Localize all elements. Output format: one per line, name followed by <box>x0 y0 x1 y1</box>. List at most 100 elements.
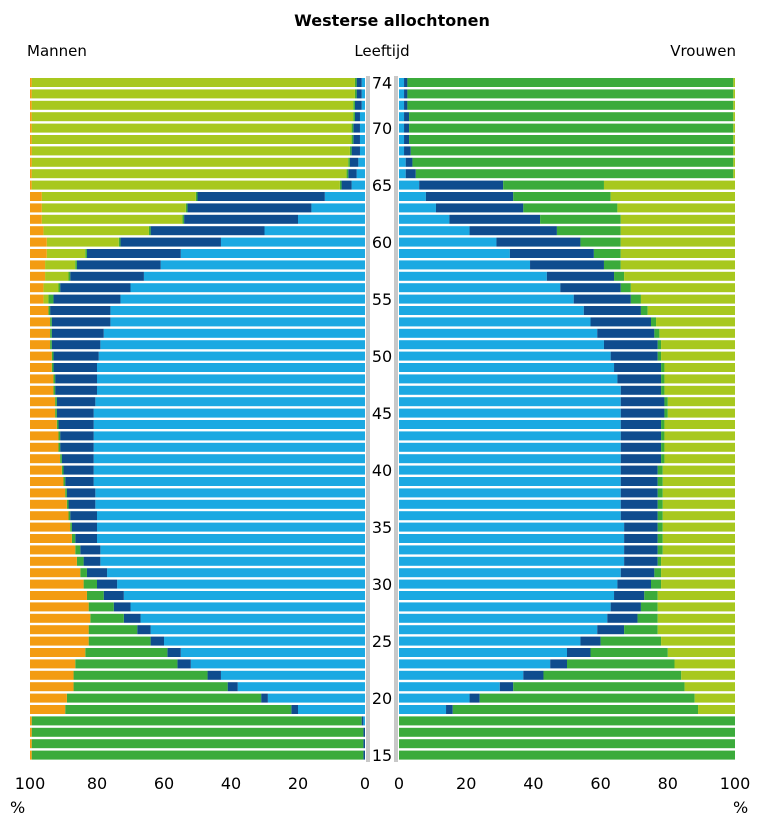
women-bar-age-48-yellow_green <box>664 374 735 384</box>
men-bar-age-50-green <box>51 351 54 361</box>
men-bar-age-60-yellow_green <box>46 237 119 247</box>
men-bar-age-56-yellow_green <box>43 283 59 293</box>
women-bar-age-69-green <box>409 135 734 144</box>
women-bar-age-37-dark_blue <box>620 499 658 509</box>
men-bar-age-15-orange <box>30 750 32 760</box>
women-bar-age-21-light_blue <box>399 682 500 692</box>
women-bar-age-54-dark_blue <box>583 306 641 315</box>
men-bar-age-41-orange <box>30 454 61 464</box>
women-bar-age-48-green <box>661 374 665 384</box>
women-bar-age-26-dark_blue <box>597 625 625 635</box>
men-label: Mannen <box>27 42 87 60</box>
men-bar-age-24-dark_blue <box>167 648 181 657</box>
women-bar-age-33-yellow_green <box>662 545 735 555</box>
men-bar-age-64-light_blue <box>324 192 365 201</box>
age-label-65: 65 <box>372 176 392 195</box>
men-bar-age-71-dark_blue <box>354 112 360 122</box>
men-bar-age-58-green <box>75 260 77 270</box>
women-bar-age-68-yellow_green <box>733 146 735 156</box>
men-bar-age-38-green <box>65 488 67 498</box>
men-bar-age-69-light_blue <box>359 135 365 144</box>
women-bar-age-62-dark_blue <box>449 214 541 224</box>
men-bar-age-51-orange <box>30 340 51 350</box>
women-bar-age-28-yellow_green <box>657 602 735 612</box>
women-bar-age-27-light_blue <box>399 613 608 623</box>
age-label-25: 25 <box>372 632 392 651</box>
men-bar-age-61-orange <box>30 226 44 236</box>
men-bar-age-71-green <box>353 112 355 122</box>
women-bar-age-26-yellow_green <box>657 625 735 635</box>
women-bar-age-74-green <box>407 78 734 87</box>
women-bar-age-69-yellow_green <box>733 135 735 144</box>
women-bar-age-36-dark_blue <box>620 511 658 521</box>
women-bar-age-29-green <box>644 591 658 600</box>
men-bar-age-66-green <box>346 169 349 179</box>
men-bar-age-44-orange <box>30 420 57 429</box>
men-bar-age-48-light_blue <box>97 374 365 384</box>
women-bar-age-34-dark_blue <box>624 534 658 543</box>
men-bar-age-65-orange <box>30 180 32 190</box>
men-bar-age-62-light_blue <box>298 214 365 224</box>
women-bar-age-71-light_blue <box>399 112 405 122</box>
men-bar-age-51-light_blue <box>100 340 365 350</box>
men-bar-age-21-orange <box>30 682 74 692</box>
women-bar-age-57-light_blue <box>399 271 547 281</box>
men-bar-age-72-yellow_green <box>31 100 354 110</box>
men-bar-age-71-orange <box>30 112 32 122</box>
women-bar-age-65-green <box>503 180 604 190</box>
women-bar-age-35-dark_blue <box>624 522 658 532</box>
men-bar-age-56-dark_blue <box>60 283 131 293</box>
men-bar-age-27-green <box>90 613 124 623</box>
men-bar-age-73-yellow_green <box>31 89 355 99</box>
men-bar-age-70-dark_blue <box>353 123 360 133</box>
men-bar-age-73-dark_blue <box>356 89 362 99</box>
women-bar-age-71-dark_blue <box>404 112 410 122</box>
women-bar-age-44-dark_blue <box>620 420 662 429</box>
men-bar-age-35-light_blue <box>97 522 365 532</box>
women-bar-age-42-light_blue <box>399 442 621 452</box>
x-tick-women-80: 80 <box>658 774 678 793</box>
men-bar-age-33-orange <box>30 545 76 555</box>
men-bar-age-20-orange <box>30 693 67 703</box>
x-tick-men-40: 40 <box>221 774 241 793</box>
men-bar-age-55-orange <box>30 294 44 304</box>
women-bar-age-27-green <box>637 613 658 623</box>
x-tick-women-20: 20 <box>456 774 476 793</box>
women-bar-age-20-light_blue <box>399 693 470 703</box>
women-bar-age-65-yellow_green <box>603 180 735 190</box>
men-bar-age-69-orange <box>30 135 32 144</box>
women-bar-age-35-yellow_green <box>662 522 735 532</box>
men-bar-age-74-light_blue <box>361 78 365 87</box>
women-bar-age-19-green <box>452 705 699 714</box>
men-bar-age-62-yellow_green <box>41 214 183 224</box>
men-bar-age-47-green <box>53 385 56 395</box>
women-bar-age-73-dark_blue <box>404 89 408 99</box>
men-bar-age-31-dark_blue <box>86 568 108 578</box>
women-bar-age-70-yellow_green <box>733 123 735 133</box>
age-labels-group: 15 20 25 30 35 40 45 50 55 60 65 70 74 <box>372 74 392 766</box>
men-bar-age-71-light_blue <box>359 112 365 122</box>
women-bar-age-53-light_blue <box>399 317 591 327</box>
men-bar-age-57-light_blue <box>143 271 365 281</box>
women-bar-age-19-yellow_green <box>698 705 735 714</box>
men-bar-age-16-green <box>31 739 364 749</box>
men-bar-age-59-light_blue <box>180 249 365 258</box>
women-bar-age-35-light_blue <box>399 522 625 532</box>
men-bar-age-17-orange <box>30 727 32 737</box>
women-bar-age-40-light_blue <box>399 465 621 475</box>
women-bar-age-45-light_blue <box>399 408 621 418</box>
x-tick-women-0: 0 <box>394 774 404 793</box>
women-bar-age-33-green <box>657 545 663 555</box>
men-bar-age-29-light_blue <box>123 591 365 600</box>
women-bar-age-39-yellow_green <box>662 477 735 486</box>
women-bar-age-58-green <box>603 260 621 270</box>
women-bar-age-51-yellow_green <box>661 340 735 350</box>
men-bar-age-67-yellow_green <box>31 157 349 167</box>
men-bar-age-64-yellow_green <box>41 192 196 201</box>
men-bar-age-44-green <box>56 420 59 429</box>
men-bar-age-63-light_blue <box>311 203 365 213</box>
women-bar-age-72-dark_blue <box>404 100 408 110</box>
men-bar-age-39-dark_blue <box>65 477 94 486</box>
men-bar-age-70-yellow_green <box>31 123 352 133</box>
women-bar-age-52-light_blue <box>399 328 598 338</box>
